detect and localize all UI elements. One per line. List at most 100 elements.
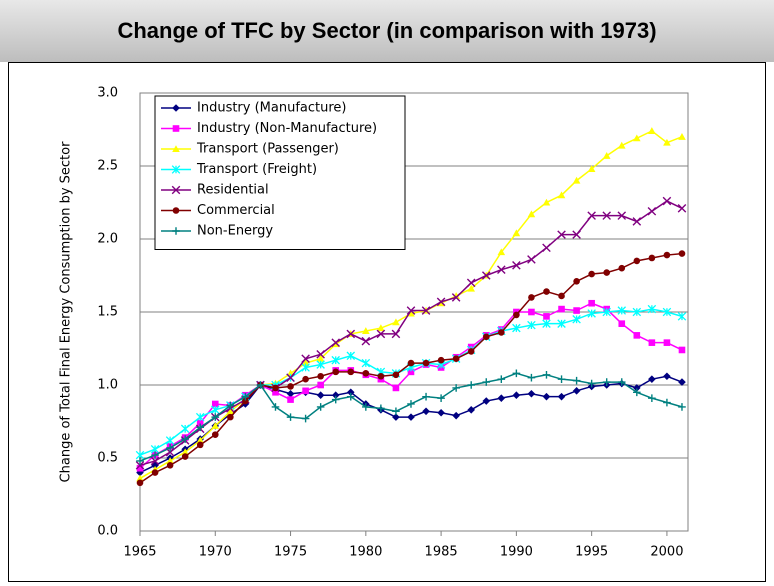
series: [136, 250, 686, 487]
marker: [512, 323, 521, 333]
x-tick-label: 1985: [425, 545, 458, 560]
y-tick-label: 1.5: [97, 305, 118, 320]
marker: [407, 368, 415, 376]
marker: [331, 391, 340, 400]
x-tick-label: 1995: [575, 545, 608, 560]
marker: [587, 211, 596, 220]
y-tick-label: 2.0: [97, 232, 118, 247]
marker: [361, 358, 371, 368]
marker: [272, 389, 279, 396]
marker: [301, 354, 310, 364]
legend-label: Industry (Non-Manufacture): [197, 121, 377, 136]
marker: [377, 404, 385, 413]
marker: [497, 265, 506, 274]
marker: [467, 406, 476, 414]
marker: [287, 396, 294, 403]
y-axis-label: Change of Total Final Energy Consumption…: [59, 141, 74, 483]
marker: [407, 400, 415, 408]
marker: [677, 312, 687, 321]
marker: [346, 351, 356, 361]
x-tick-label: 1990: [500, 545, 533, 560]
marker: [172, 125, 180, 132]
marker: [437, 408, 445, 417]
marker: [482, 333, 490, 341]
marker: [602, 151, 611, 159]
marker: [211, 431, 219, 438]
marker: [362, 403, 370, 411]
marker: [588, 299, 595, 307]
marker: [648, 375, 656, 383]
marker: [392, 371, 400, 379]
marker: [512, 391, 521, 400]
marker: [512, 229, 521, 237]
marker: [346, 392, 355, 401]
marker: [527, 389, 536, 398]
marker: [572, 376, 581, 385]
marker: [482, 397, 491, 405]
marker: [633, 332, 641, 339]
marker: [678, 250, 686, 257]
marker: [662, 307, 672, 317]
marker: [572, 387, 581, 395]
marker: [527, 210, 536, 218]
marker: [527, 255, 536, 264]
marker: [316, 354, 325, 362]
marker: [407, 359, 415, 367]
legend-label: Industry (Manufacture): [197, 101, 347, 116]
marker: [195, 412, 205, 422]
marker: [663, 251, 671, 259]
marker: [211, 405, 220, 415]
grid: 0.0 0.5 1.0 1.5 2.0 2.5 3.0 1965 1970 1975 1980 198…: [97, 86, 688, 560]
legend-box: [154, 95, 406, 250]
marker: [166, 457, 174, 464]
marker: [172, 227, 180, 235]
marker: [467, 284, 476, 292]
marker: [527, 320, 536, 330]
marker: [557, 319, 566, 328]
marker: [603, 269, 611, 276]
legend-label: Transport (Freight): [196, 162, 317, 177]
chart-title: Change of TFC by Sector (in comparison w…: [117, 18, 656, 43]
marker: [632, 307, 642, 317]
marker: [226, 407, 235, 415]
marker: [171, 165, 181, 174]
marker: [422, 407, 430, 416]
marker: [347, 368, 355, 376]
marker: [422, 359, 430, 367]
marker: [617, 306, 627, 315]
marker: [317, 381, 324, 389]
marker: [301, 414, 310, 423]
marker: [497, 394, 506, 402]
marker: [527, 373, 536, 382]
marker: [301, 363, 310, 372]
marker: [392, 407, 400, 416]
marker: [226, 401, 235, 410]
y-tick-label: 1.0: [97, 378, 118, 393]
marker: [150, 456, 160, 466]
marker: [573, 307, 580, 314]
marker: [602, 378, 611, 386]
marker: [392, 384, 400, 392]
marker: [331, 338, 341, 347]
marker: [346, 329, 356, 339]
marker: [648, 339, 656, 346]
marker: [151, 461, 159, 470]
marker: [602, 307, 611, 317]
marker: [543, 288, 550, 295]
marker: [331, 395, 340, 404]
marker: [301, 359, 310, 367]
marker: [647, 304, 657, 314]
marker: [482, 378, 491, 386]
marker: [196, 419, 204, 427]
marker: [617, 378, 626, 386]
marker: [211, 400, 219, 408]
marker: [196, 441, 204, 449]
marker: [286, 389, 295, 398]
marker: [316, 360, 325, 369]
marker: [557, 230, 566, 239]
marker: [602, 211, 611, 220]
marker: [648, 127, 656, 134]
marker: [346, 388, 355, 397]
marker: [286, 413, 295, 421]
